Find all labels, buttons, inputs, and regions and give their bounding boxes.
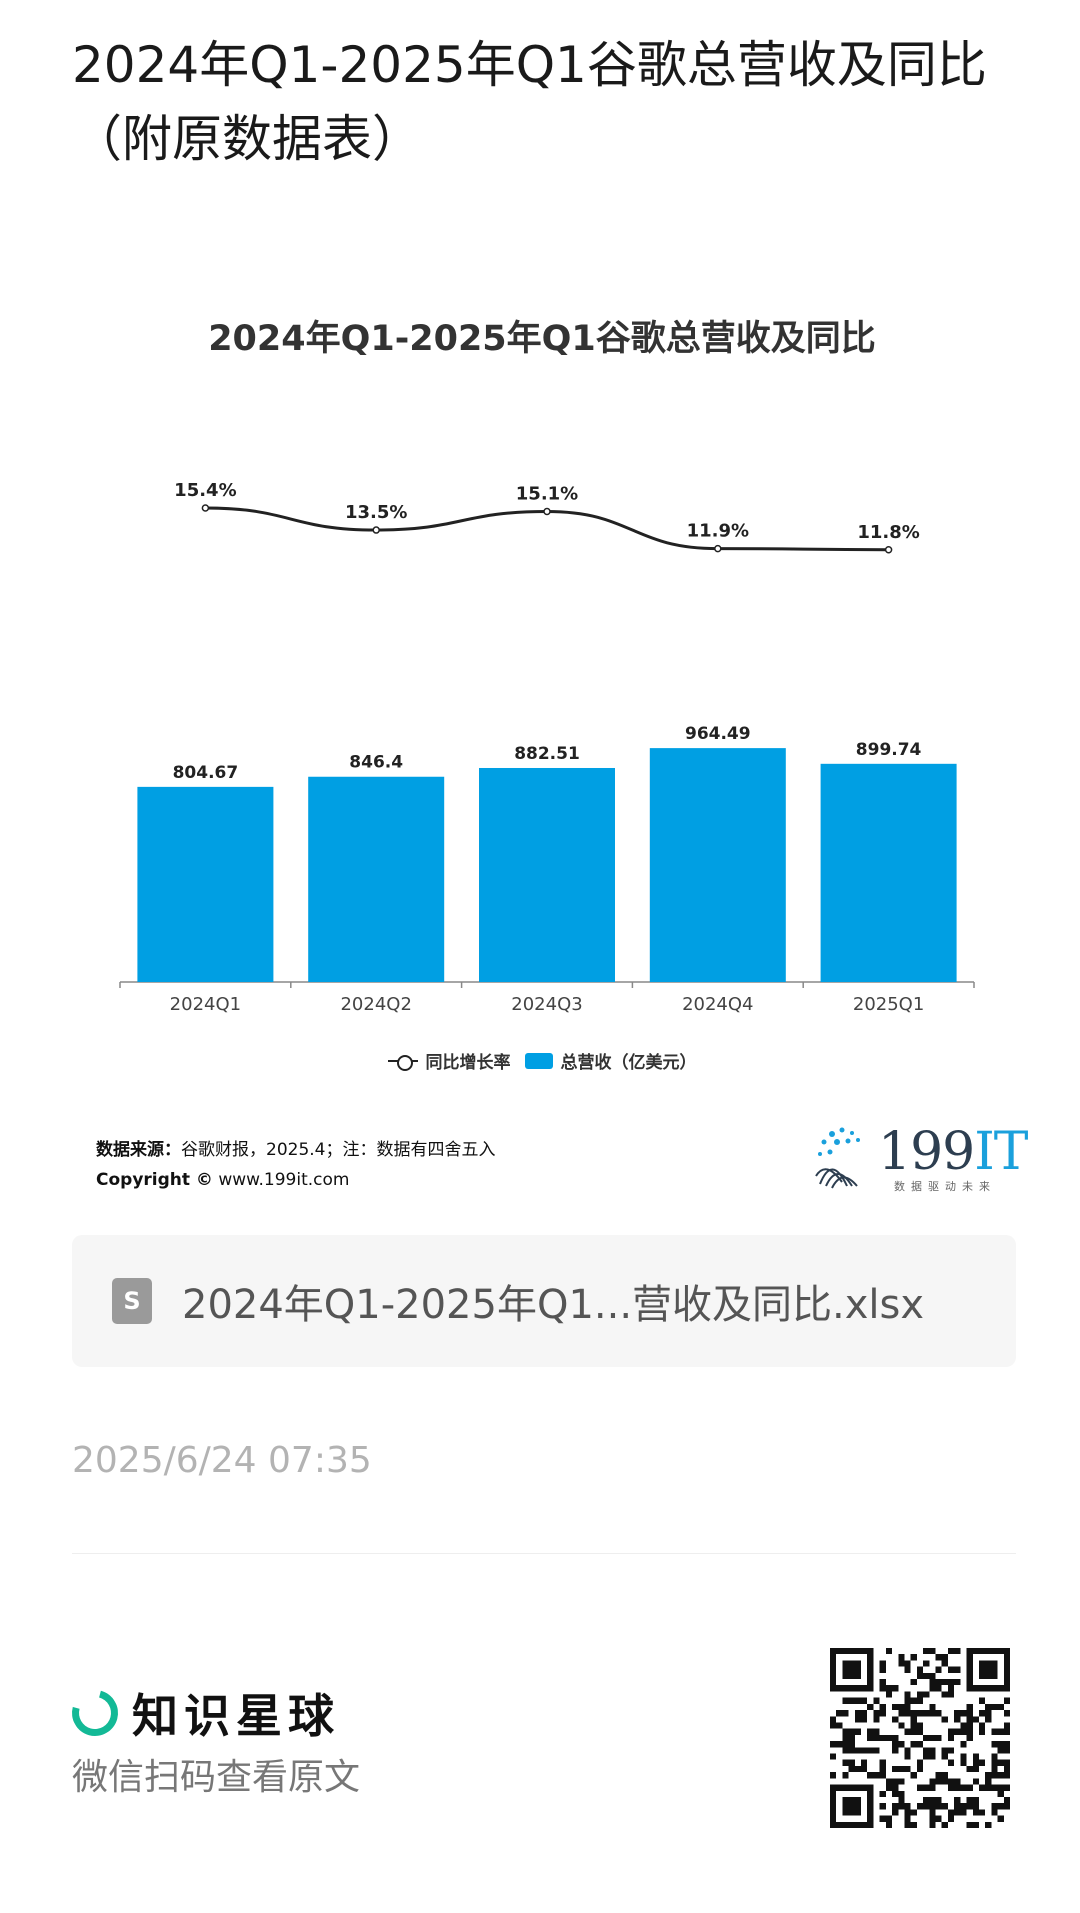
post-timestamp: 2025/6/24 07:35 xyxy=(72,1440,372,1481)
bar-value-label: 964.49 xyxy=(685,724,751,744)
bar-2024Q1 xyxy=(137,786,274,982)
combo-chart: 804.67 2024Q1 846.4 2024Q2 882.51 2024Q3 964.4… xyxy=(119,480,975,1015)
qr-code-icon[interactable] xyxy=(830,1648,1010,1828)
zsxq-logo: 知识星球 xyxy=(63,1680,340,1746)
growth-value-label: 15.4% xyxy=(174,480,236,501)
divider xyxy=(72,1553,1016,1554)
scan-hint: 微信扫码查看原文 xyxy=(72,1757,361,1798)
brand-wordmark: 199IT xyxy=(878,1122,1029,1182)
source-text: 谷歌财报，2025.4；注：数据有四舍五入 xyxy=(181,1140,496,1160)
growth-point-2024Q3 xyxy=(543,507,551,516)
chart-title: 2024年Q1-2025年Q1谷歌总营收及同比 xyxy=(208,319,876,359)
bar-value-label: 846.4 xyxy=(349,753,403,773)
brand-tagline: 数据驱动未来 xyxy=(894,1180,996,1193)
dandelion-logo-icon xyxy=(815,1127,860,1189)
legend-label-growth: 同比增长率 xyxy=(425,1053,511,1073)
legend-item-revenue: 总营收（亿美元） xyxy=(524,1048,697,1073)
growth-value-label: 11.8% xyxy=(857,522,919,543)
growth-point-2024Q4 xyxy=(714,544,722,553)
planet-ring-icon xyxy=(63,1681,127,1745)
legend-item-growth: 同比增长率 xyxy=(387,1048,511,1073)
attachment-file-card[interactable]: 2024年Q1-2025年Q1...营收及同比.xlsx xyxy=(72,1235,1016,1367)
chart-card: 804.67 2024Q1 846.4 2024Q2 882.51 2024Q3 964.4… xyxy=(72,280,1029,1220)
attachment-file-name[interactable]: 2024年Q1-2025年Q1...营收及同比.xlsx xyxy=(182,1282,925,1328)
bar-value-label: 804.67 xyxy=(173,763,239,783)
chart-legend: 同比增长率 总营收（亿美元） xyxy=(72,1048,1012,1073)
x-tick-label: 2024Q2 xyxy=(340,994,411,1015)
brand-logo-199it: 199IT 数据驱动未来 xyxy=(812,1120,1029,1200)
bar-2024Q2 xyxy=(308,776,445,982)
bar-value-label: 882.51 xyxy=(514,744,580,764)
x-tick-label: 2025Q1 xyxy=(853,994,924,1015)
source-label: 数据来源： xyxy=(96,1140,181,1160)
post-title: 2024年Q1-2025年Q1谷歌总营收及同比（附原数据表） xyxy=(72,36,987,168)
spreadsheet-icon xyxy=(112,1278,152,1324)
legend-label-revenue: 总营收（亿美元） xyxy=(560,1053,697,1073)
growth-point-2025Q1 xyxy=(884,546,893,554)
source-note: 数据来源：谷歌财报，2025.4；注：数据有四舍五入 Copyright © w… xyxy=(96,1135,495,1195)
legend-line-marker-icon xyxy=(387,1054,418,1071)
x-tick-label: 2024Q3 xyxy=(511,994,582,1015)
growth-point-2024Q1 xyxy=(201,504,210,512)
growth-value-label: 15.1% xyxy=(516,483,578,504)
bar-value-label: 899.74 xyxy=(856,740,922,760)
growth-point-2024Q2 xyxy=(372,526,380,534)
copyright-url[interactable]: www.199it.com xyxy=(218,1170,350,1190)
bar-2025Q1 xyxy=(820,763,957,982)
app-name: 知识星球 xyxy=(132,1689,340,1743)
growth-value-label: 13.5% xyxy=(345,502,407,523)
copyright-label: Copyright © xyxy=(96,1170,213,1190)
growth-value-label: 11.9% xyxy=(687,521,749,542)
bar-2024Q4 xyxy=(649,748,786,982)
bar-2024Q3 xyxy=(479,767,615,982)
x-tick-label: 2024Q1 xyxy=(170,994,241,1015)
legend-bar-swatch-icon xyxy=(524,1052,553,1069)
x-tick-label: 2024Q4 xyxy=(682,994,753,1015)
